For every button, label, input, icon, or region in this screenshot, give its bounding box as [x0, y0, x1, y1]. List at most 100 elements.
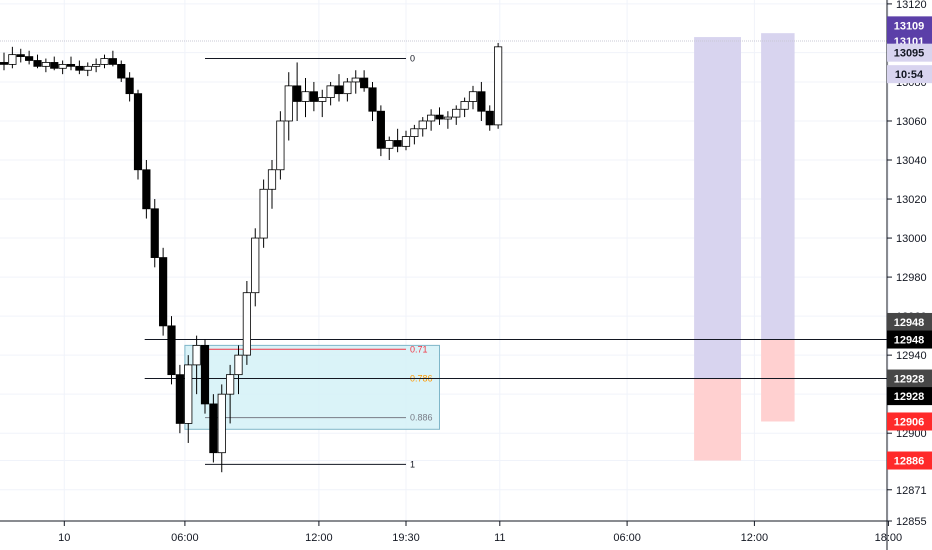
candle-body: [16, 54, 25, 57]
candle-body: [293, 85, 302, 102]
price-badge-label: 13109: [894, 20, 925, 32]
candle-body: [175, 374, 184, 424]
price-tick-label: 13020: [896, 194, 927, 206]
price-badge: [887, 330, 932, 349]
candle-body: [326, 85, 335, 98]
candle-body: [75, 65, 84, 71]
candle-body: [159, 257, 168, 327]
candle-body: [410, 128, 419, 137]
candle-body: [117, 63, 126, 79]
price-tick-label: 13040: [896, 155, 927, 167]
time-tick-label: 12:00: [741, 532, 769, 544]
candle-body: [25, 56, 34, 61]
candle-body: [226, 374, 235, 395]
candle-body: [58, 63, 67, 69]
candle-body: [234, 354, 243, 376]
position-profit-zone[interactable]: [694, 37, 741, 379]
candle-body: [334, 85, 344, 95]
candle-body: [259, 188, 268, 239]
candle-body: [33, 60, 42, 67]
candle-body: [251, 237, 260, 294]
candle-body: [284, 85, 293, 122]
time-tick-label: 06:00: [171, 532, 199, 544]
candle-body: [443, 116, 452, 120]
horizontal-lines[interactable]: [0, 40, 887, 380]
candle-body: [92, 63, 101, 67]
price-badge: [887, 43, 932, 62]
time-axis[interactable]: 10 06:00 12:00 19:30 11 06:00 12:00 18:00: [58, 521, 902, 544]
candle-body: [83, 65, 92, 71]
candle-body: [242, 292, 251, 356]
candle-body: [427, 114, 436, 122]
candle-body: [435, 114, 444, 120]
candle-body: [494, 46, 503, 126]
candle-body: [309, 91, 318, 102]
price-tick-label: 13120: [896, 0, 927, 11]
price-tick-label: 13000: [896, 233, 927, 245]
candle-body: [200, 344, 210, 405]
candle-body: [318, 97, 327, 102]
position-loss-zone[interactable]: [694, 378, 741, 461]
candle-body: [460, 101, 469, 110]
time-tick-label: 12:00: [305, 532, 333, 544]
position-profit-zone[interactable]: [761, 33, 795, 340]
candlesticks: [0, 42, 503, 473]
candle-body: [401, 136, 411, 147]
fib-level-label: 0: [410, 54, 415, 64]
price-badge-label: 10:54: [895, 69, 924, 81]
price-badge: [887, 16, 932, 35]
price-badge-label: 12906: [894, 416, 925, 428]
candle-body: [8, 54, 17, 65]
candle-body: [41, 62, 50, 67]
position-loss-zone[interactable]: [761, 339, 795, 422]
price-badge: [887, 65, 932, 84]
price-tick-label: 13060: [896, 116, 927, 128]
candle-body: [477, 91, 486, 112]
candle-body: [150, 208, 159, 258]
candle-body: [376, 110, 385, 149]
candle-body: [393, 140, 402, 147]
candle-body: [209, 403, 218, 454]
price-badge-label: 12886: [894, 456, 925, 468]
fib-level-label: 0.71: [410, 344, 428, 354]
time-tick-label: 11: [494, 532, 505, 544]
candle-body: [276, 120, 285, 171]
time-tick-label: 19:30: [392, 532, 420, 544]
candle-body: [452, 108, 461, 118]
candle-body: [468, 91, 478, 102]
price-badge: [887, 451, 932, 470]
position-tools[interactable]: [694, 33, 795, 461]
candle-body: [217, 393, 226, 454]
candle-body: [133, 93, 143, 171]
price-tick-label: 12871: [896, 485, 927, 497]
candle-body: [385, 140, 394, 149]
price-badge-label: 12948: [894, 335, 925, 347]
candle-body: [368, 87, 377, 112]
price-badge-label: 12928: [894, 374, 925, 386]
candle-body: [360, 77, 369, 89]
candle-body: [125, 77, 134, 95]
candle-body: [351, 77, 360, 83]
price-badge: [887, 387, 932, 406]
price-badge-label: 13095: [894, 48, 925, 60]
candle-body: [66, 63, 76, 67]
time-tick-label: 06:00: [613, 532, 641, 544]
candle-body: [267, 169, 277, 190]
candle-body: [142, 169, 151, 210]
price-badge: [887, 312, 932, 331]
candle-body: [167, 325, 176, 376]
price-badge-label: 12928: [894, 391, 925, 403]
candle-body: [301, 91, 310, 102]
candle-body: [485, 110, 494, 126]
price-badge: [887, 369, 932, 388]
price-badge-label: 12948: [894, 317, 925, 329]
candle-body: [0, 62, 9, 65]
candle-body: [343, 81, 352, 95]
price-tick-label: 12900: [896, 428, 927, 440]
price-tick-label: 12855: [896, 516, 927, 528]
candle-body: [418, 120, 427, 130]
candle-body: [108, 58, 117, 65]
candle-body: [184, 364, 193, 424]
candle-body: [100, 58, 109, 65]
